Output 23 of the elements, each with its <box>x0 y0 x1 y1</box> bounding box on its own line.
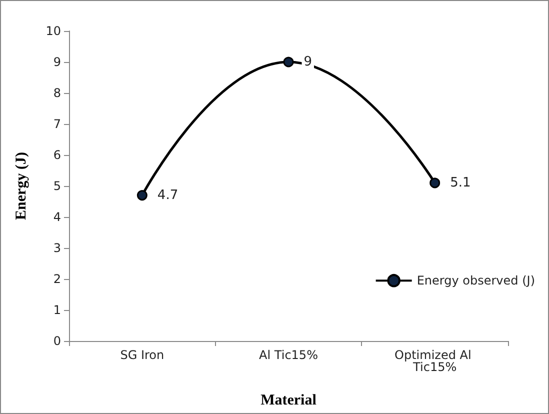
data-label: 5.1 <box>450 175 471 190</box>
y-tick-label: 8 <box>53 86 61 100</box>
y-tick-label: 2 <box>53 272 61 286</box>
point <box>283 56 294 68</box>
y-tick-label: 9 <box>53 55 61 69</box>
y-tick-label: 7 <box>53 117 61 131</box>
y-tick-label: 6 <box>53 148 61 162</box>
x-axis-title: Material <box>260 392 316 408</box>
y-tick-label: 1 <box>53 303 61 317</box>
y-axis-title: Energy (J) <box>14 152 30 220</box>
point <box>430 178 440 188</box>
x-tick-label: Optimized Al Tic15% <box>394 348 476 374</box>
x-tick-label: SG Iron <box>120 348 164 362</box>
y-tick-label: 5 <box>53 179 61 193</box>
data-label: 9 <box>304 54 312 70</box>
y-tick-label: 4 <box>53 210 61 224</box>
data-label: 4.7 <box>157 188 178 203</box>
y-tick-label: 3 <box>53 241 61 255</box>
y-tick-label: 10 <box>46 24 61 38</box>
point <box>136 190 148 201</box>
x-tick-label: Al Tic15% <box>259 348 318 362</box>
y-tick-label: 0 <box>53 334 61 348</box>
legend-label: Energy observed (J) <box>416 274 535 288</box>
